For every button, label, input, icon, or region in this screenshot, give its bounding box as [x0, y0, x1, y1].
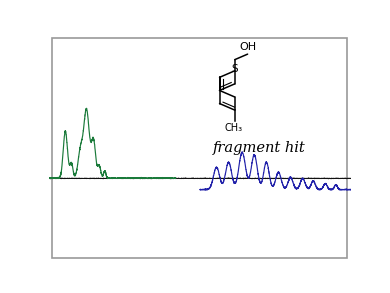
Text: CH₃: CH₃ — [224, 123, 243, 133]
Text: fragment hit: fragment hit — [213, 141, 305, 155]
Text: OH: OH — [239, 42, 257, 52]
Text: S: S — [231, 64, 238, 74]
